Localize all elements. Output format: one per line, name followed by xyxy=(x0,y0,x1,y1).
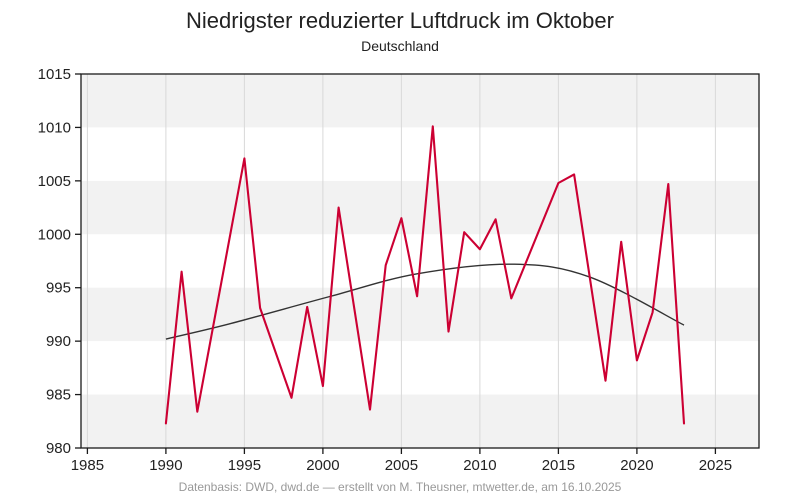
svg-text:1015: 1015 xyxy=(38,66,71,83)
svg-text:1990: 1990 xyxy=(149,457,182,474)
svg-text:995: 995 xyxy=(46,280,71,297)
svg-text:990: 990 xyxy=(46,333,71,350)
svg-text:1000: 1000 xyxy=(38,226,71,243)
svg-text:1010: 1010 xyxy=(38,119,71,136)
svg-text:2020: 2020 xyxy=(620,457,653,474)
svg-text:1985: 1985 xyxy=(71,457,104,474)
svg-text:985: 985 xyxy=(46,387,71,404)
svg-text:1995: 1995 xyxy=(228,457,261,474)
svg-text:2005: 2005 xyxy=(385,457,418,474)
svg-text:2025: 2025 xyxy=(699,457,732,474)
svg-text:2000: 2000 xyxy=(306,457,339,474)
svg-text:2015: 2015 xyxy=(542,457,575,474)
svg-text:2010: 2010 xyxy=(463,457,496,474)
svg-text:1005: 1005 xyxy=(38,173,71,190)
svg-text:980: 980 xyxy=(46,440,71,457)
